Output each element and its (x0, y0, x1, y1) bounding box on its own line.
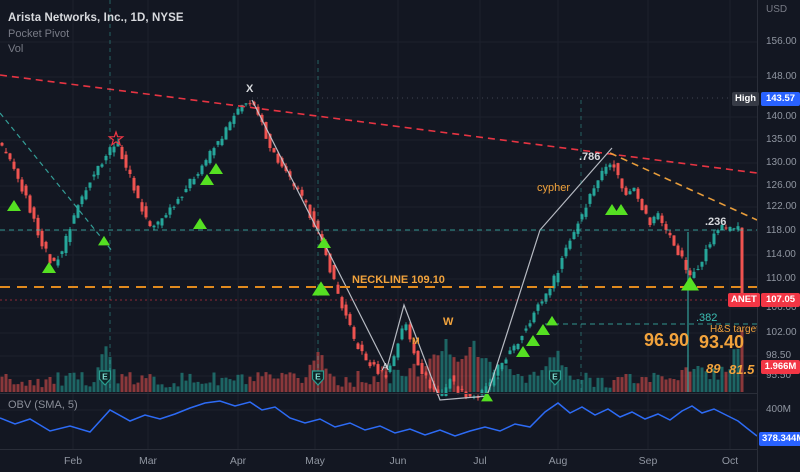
price-tick: 130.00 (766, 157, 797, 168)
pocket-pivot-marker[interactable] (312, 281, 330, 296)
time-tick: Feb (63, 455, 83, 467)
price-tick: 114.00 (766, 249, 796, 260)
price-tick: 118.00 (766, 225, 796, 236)
earnings-icon-letter: E (552, 372, 558, 382)
pocket-pivot-marker[interactable] (481, 391, 493, 402)
obv-indicator-label[interactable]: OBV (SMA, 5) (8, 399, 78, 411)
candles-layer (0, 100, 744, 401)
label-a-point: A (382, 362, 389, 373)
pocket-pivot-marker[interactable] (42, 262, 56, 274)
pocket-pivot-marker[interactable] (546, 315, 558, 326)
time-tick: Apr (229, 455, 247, 467)
fib-786-label: .786 (579, 151, 601, 163)
pocket-pivot-marker[interactable] (200, 174, 214, 186)
symbol-price-label-badge: ANET (728, 293, 760, 307)
price-tick: 135.00 (766, 134, 797, 145)
label-target-89: 89 (706, 361, 721, 376)
last-price-badge: 107.05 (761, 293, 800, 307)
currency-label: USD (766, 4, 788, 15)
label-neckline: NECKLINE 109.10 (352, 274, 445, 286)
pocket-pivot-marker[interactable] (317, 237, 331, 249)
drawings-layer[interactable] (0, 0, 758, 401)
symbol-title-text: Arista Networks, Inc., 1D, NYSE (8, 12, 184, 24)
time-tick: Mar (138, 455, 158, 467)
label-m-pattern: M (412, 336, 420, 346)
price-tick: 126.00 (766, 180, 797, 191)
time-tick: Jul (473, 455, 487, 467)
earnings-icon[interactable] (98, 370, 112, 386)
fib-236-label: .236 (705, 216, 727, 228)
trendline-teal-left[interactable] (0, 112, 114, 253)
time-tick: May (305, 455, 325, 467)
pane-separator[interactable] (0, 393, 758, 394)
price-tick: 106.00 (766, 302, 797, 313)
pocket-pivot-marker[interactable] (526, 335, 540, 347)
trendline-orange-dashed[interactable] (609, 152, 758, 221)
indicator-vol[interactable]: Vol (8, 43, 24, 55)
time-axis[interactable]: Feb Mar Apr May Jun Jul Aug Sep Oct (0, 449, 758, 472)
price-tick: 110.00 (766, 273, 796, 284)
label-w-pattern: W (443, 316, 454, 328)
price-tick: 122.00 (766, 201, 797, 212)
pocket-pivot-marker[interactable] (516, 346, 530, 358)
pocket-pivot-marker[interactable] (605, 204, 619, 216)
label-hs-target: H&S target (710, 324, 759, 335)
volume-value-badge: 1.966M (761, 360, 800, 374)
earnings-icon[interactable] (548, 370, 562, 386)
earnings-icon-letter: E (102, 372, 108, 382)
label-cypher: cypher (537, 182, 571, 194)
trendline-red-dashed[interactable] (0, 74, 758, 174)
star-marker[interactable] (107, 130, 125, 147)
pocket-pivot-marker[interactable] (7, 200, 21, 212)
label-target-9340: 93.40 (699, 332, 745, 352)
pocket-pivot-marker[interactable] (193, 218, 207, 230)
obv-value-badge: 378.344M (759, 432, 800, 446)
price-axis[interactable]: USD 156.00 148.00 140.00 135.00 130.00 126.00… (757, 0, 800, 472)
pocket-pivot-marker[interactable] (536, 324, 550, 336)
fib-382-label: .382 (696, 312, 718, 324)
time-tick: Oct (721, 455, 739, 467)
high-value-badge: 143.57 (761, 92, 800, 106)
time-tick: Aug (548, 455, 568, 467)
label-target-9690: 96.90 (644, 330, 690, 350)
indicator-pocket-pivot[interactable]: Pocket Pivot (8, 28, 70, 40)
pocket-pivot-marker[interactable] (614, 204, 628, 216)
label-x-point: X (246, 83, 254, 95)
price-tick: 140.00 (766, 111, 797, 122)
price-tick: 156.00 (766, 36, 797, 47)
symbol-title[interactable]: Arista Networks, Inc., 1D, NYSE (8, 8, 184, 26)
high-label-badge: High (732, 92, 760, 106)
earnings-icon[interactable] (311, 370, 325, 386)
time-tick: Jun (389, 455, 407, 467)
pocket-pivot-marker[interactable] (209, 163, 223, 175)
price-tick: 102.00 (766, 327, 797, 338)
label-target-815: 81.5 (729, 362, 755, 377)
price-tick: 148.00 (766, 71, 797, 82)
time-tick: Sep (638, 455, 658, 467)
pocket-pivot-marker[interactable] (681, 276, 699, 291)
price-tick: 98.50 (766, 350, 792, 361)
price-tick: 95.50 (766, 370, 792, 381)
obv-line[interactable] (0, 400, 758, 437)
obv-axis-tick: 400M (766, 404, 792, 415)
earnings-icon-letter: E (315, 372, 321, 382)
pocket-pivot-marker[interactable] (98, 235, 110, 246)
